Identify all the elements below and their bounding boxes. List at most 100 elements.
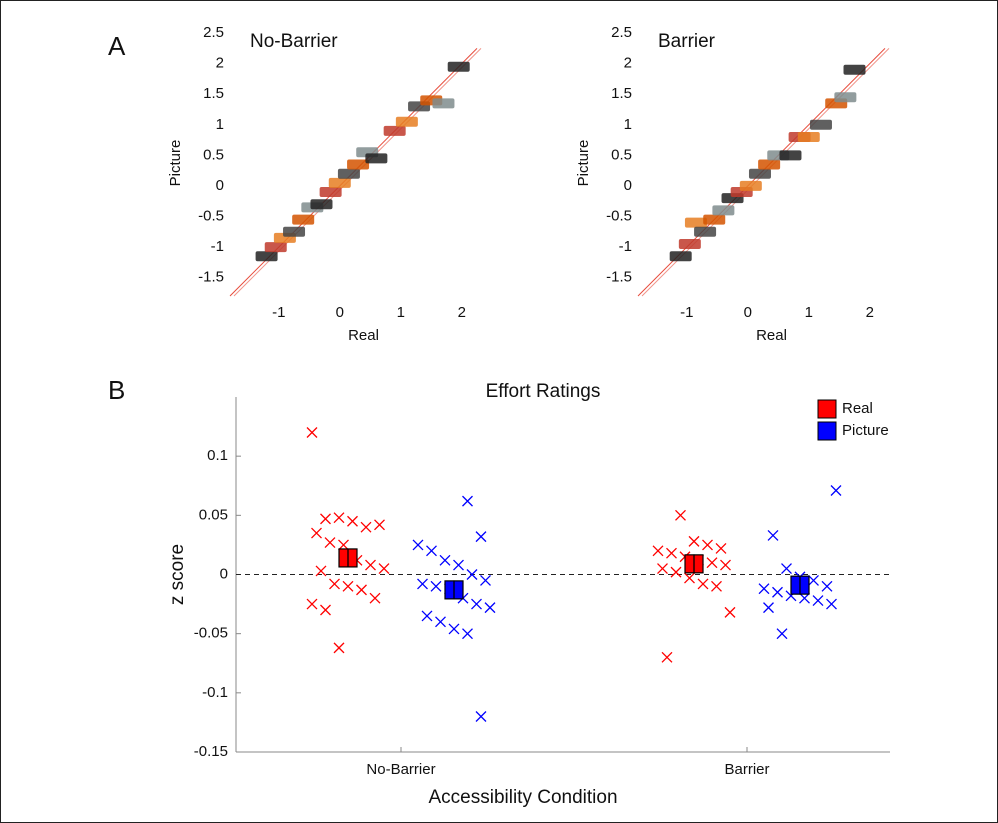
- y-tick-label: -0.5: [198, 207, 224, 224]
- tool-image: [264, 242, 287, 253]
- data-point: [435, 616, 446, 628]
- data-point: [688, 535, 700, 547]
- legend-swatch: [817, 399, 837, 419]
- data-point: [706, 557, 718, 569]
- tool-image: [758, 159, 781, 170]
- data-point: [675, 509, 686, 521]
- y-tick-label: -0.15: [194, 743, 228, 760]
- data-point: [697, 578, 709, 590]
- x-tick-label: 2: [458, 304, 466, 321]
- data-point: [724, 606, 736, 618]
- x-tick-label: 2: [866, 304, 874, 321]
- data-point: [333, 642, 345, 654]
- tool-image: [694, 226, 717, 237]
- data-point: [702, 539, 713, 551]
- y-tick-label: 0: [216, 177, 224, 194]
- tool-image: [347, 159, 370, 170]
- data-point: [471, 598, 482, 610]
- y-axis-label: Picture: [167, 140, 184, 187]
- panel-label: A: [108, 31, 126, 61]
- data-point: [315, 565, 327, 577]
- y-tick-label: 0.05: [199, 506, 228, 523]
- data-point: [776, 628, 788, 640]
- data-point: [333, 512, 345, 524]
- data-point: [412, 539, 424, 551]
- y-tick-label: -0.5: [606, 207, 632, 224]
- tool-image: [447, 61, 470, 72]
- tool-image: [383, 125, 406, 136]
- legend-label: Picture: [842, 422, 889, 439]
- data-point: [324, 537, 336, 549]
- y-axis-label: Picture: [575, 140, 592, 187]
- y-tick-label: 0.5: [611, 146, 632, 163]
- tool-image: [684, 217, 707, 228]
- chart-title: No-Barrier: [250, 31, 338, 52]
- tool-image: [748, 168, 771, 179]
- data-point: [448, 623, 460, 635]
- x-axis-label: Accessibility Condition: [428, 787, 617, 808]
- data-point: [670, 566, 682, 578]
- data-point: [306, 598, 318, 610]
- y-tick-label: 0: [220, 565, 228, 582]
- x-tick-label: Barrier: [724, 761, 769, 778]
- data-point: [821, 580, 833, 592]
- chart-title: Barrier: [658, 31, 716, 52]
- data-point: [657, 563, 668, 575]
- data-point: [763, 602, 774, 614]
- data-point: [475, 711, 487, 722]
- tool-image: [365, 153, 388, 164]
- data-point: [426, 545, 437, 557]
- panel-label: B: [108, 375, 125, 405]
- tool-image: [779, 150, 802, 161]
- data-point: [439, 554, 451, 566]
- data-point: [484, 602, 496, 614]
- data-point: [347, 515, 358, 527]
- x-tick-label: -1: [680, 304, 693, 321]
- data-point: [311, 527, 322, 539]
- data-point: [466, 569, 478, 580]
- y-tick-label: 2.5: [203, 24, 224, 41]
- tool-image: [703, 214, 726, 225]
- data-point: [711, 580, 722, 592]
- tool-image: [809, 119, 832, 130]
- data-point: [830, 485, 842, 496]
- x-tick-label: No-Barrier: [366, 761, 435, 778]
- y-tick-label: 2.5: [611, 24, 632, 41]
- y-tick-label: -1.5: [198, 269, 224, 286]
- data-point: [462, 495, 473, 507]
- y-tick-label: 0.1: [207, 447, 228, 464]
- y-tick-label: 2: [624, 55, 632, 72]
- y-tick-label: 1: [624, 116, 632, 133]
- data-point: [369, 592, 381, 604]
- data-point: [365, 559, 376, 571]
- y-tick-label: -0.1: [202, 684, 228, 701]
- x-axis-label: Real: [348, 327, 379, 344]
- legend-swatch: [817, 421, 837, 441]
- tool-image: [337, 168, 360, 179]
- data-point: [781, 563, 792, 575]
- tool-image: [712, 205, 735, 216]
- data-point: [480, 574, 491, 586]
- data-point: [378, 563, 390, 575]
- data-point: [767, 529, 779, 541]
- data-point: [475, 531, 487, 543]
- data-point: [715, 543, 727, 554]
- tool-image: [283, 226, 306, 237]
- x-tick-label: 1: [397, 304, 405, 321]
- data-point: [462, 628, 473, 640]
- tool-image: [328, 177, 351, 188]
- data-point: [320, 604, 331, 616]
- data-point: [661, 651, 673, 663]
- data-point: [417, 578, 428, 590]
- data-point: [808, 574, 819, 586]
- data-point: [666, 547, 677, 559]
- tool-image: [255, 251, 278, 262]
- y-tick-label: 2: [216, 55, 224, 72]
- tool-image: [669, 251, 692, 262]
- tool-image: [319, 187, 342, 198]
- data-point: [826, 598, 837, 610]
- y-tick-label: -0.05: [194, 625, 228, 642]
- data-point: [329, 578, 340, 590]
- y-tick-label: -1: [211, 238, 224, 255]
